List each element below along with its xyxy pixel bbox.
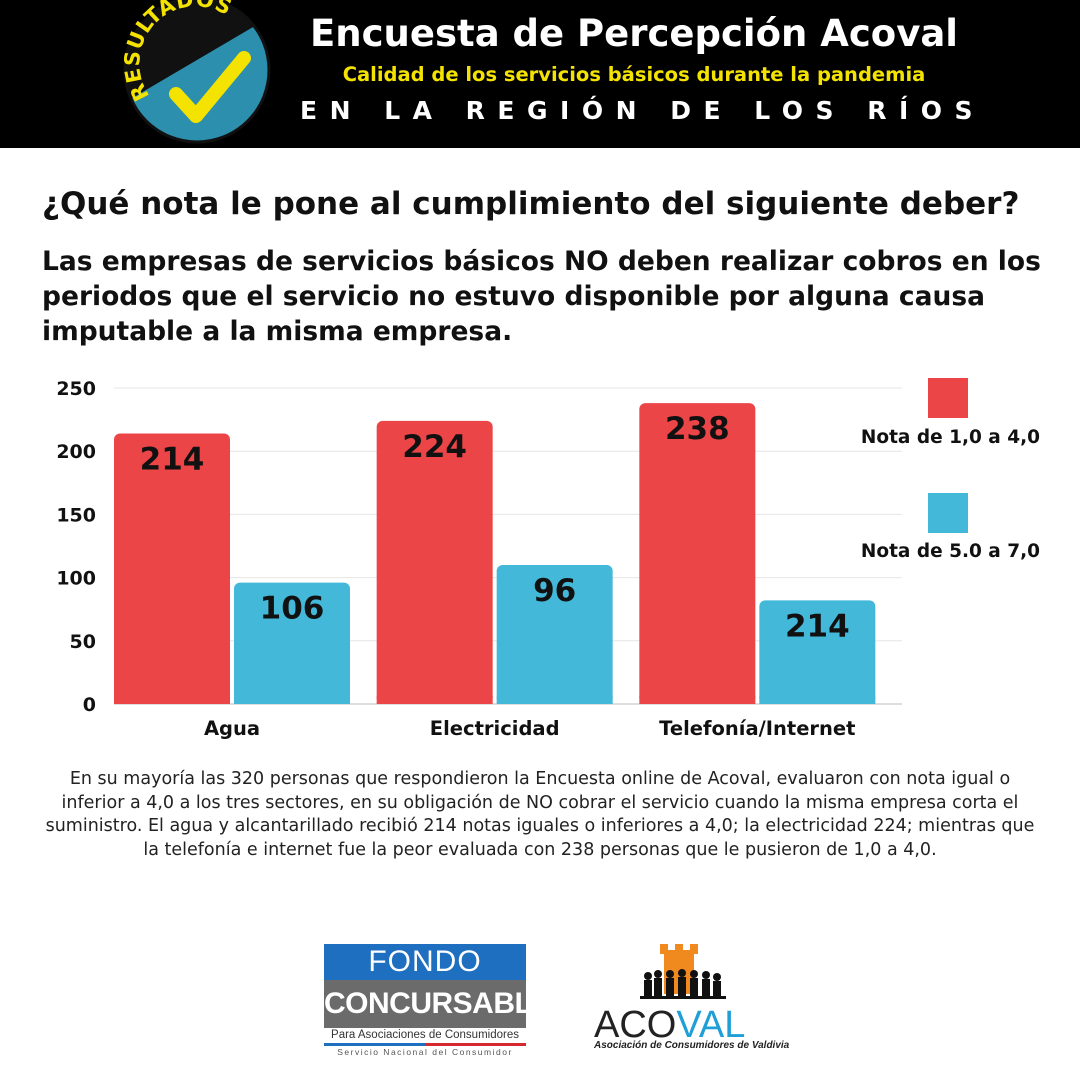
data-label: 214 — [785, 608, 850, 644]
y-tick-label: 200 — [56, 441, 96, 463]
data-label: 224 — [402, 429, 467, 465]
y-tick-label: 50 — [70, 631, 96, 653]
header-subtitle: Calidad de los servicios básicos durante… — [342, 63, 926, 86]
bar-chart: 0 50 100 150 200 250 214 106 Agua 224 96 Electricid… — [56, 378, 1040, 740]
bar-base — [639, 696, 756, 704]
bar — [114, 433, 230, 704]
bar-base — [376, 696, 493, 704]
data-label: 106 — [260, 591, 325, 627]
fondo-divider — [324, 1043, 526, 1046]
category-label: Electricidad — [430, 717, 560, 740]
bar-base — [759, 696, 876, 704]
bar — [759, 600, 876, 704]
statement-text: Las empresas de servicios básicos NO deb… — [42, 246, 1041, 347]
acoval-name: ACOVAL — [594, 1004, 746, 1046]
y-tick-label: 100 — [56, 568, 96, 590]
acoval-subtitle: Asociación de Consumidores de Valdivia — [594, 1040, 790, 1051]
bar-base — [114, 696, 230, 704]
bar — [496, 564, 613, 704]
legend-label: Nota de 5.0 a 7,0 — [861, 541, 1040, 562]
fondo-line1: FONDO — [324, 944, 526, 980]
bar — [234, 582, 350, 704]
fondo-line4: Servicio Nacional del Consumidor — [337, 1047, 513, 1057]
header-region: EN LA REGIÓN DE LOS RÍOS — [300, 96, 986, 125]
footnote-text: En su mayoría las 320 personas que respo… — [45, 769, 1035, 860]
category-label: Telefonía/Internet — [659, 717, 855, 740]
y-tick-label: 0 — [83, 694, 96, 716]
acoval-tower-icon — [640, 944, 726, 999]
legend-swatch — [928, 378, 968, 418]
legend-label: Nota de 1,0 a 4,0 — [861, 427, 1040, 448]
data-label: 238 — [665, 411, 730, 447]
legend-swatch — [928, 493, 968, 533]
bar-base — [234, 696, 350, 704]
bar-base — [496, 696, 613, 704]
fondo-concursable-logo: FONDO CONCURSABLE Para Asociaciones de C… — [324, 944, 552, 1057]
fondo-line3: Para Asociaciones de Consumidores — [331, 1029, 519, 1041]
header-title: Encuesta de Percepción Acoval — [310, 12, 958, 55]
fondo-line2: CONCURSABLE — [324, 980, 552, 1028]
data-label: 214 — [140, 442, 205, 478]
resultados-badge: RESULTADOS — [120, 0, 271, 144]
acoval-logo: ACOVAL Asociación de Consumidores de Val… — [590, 940, 789, 1060]
checkmark-icon — [169, 51, 251, 123]
bar — [376, 420, 493, 704]
header-banner: RESULTADOS Encuesta de Percepción Acoval… — [0, 0, 1080, 148]
data-label: 96 — [533, 573, 576, 609]
question-text: ¿Qué nota le pone al cumplimiento del si… — [42, 186, 1020, 222]
y-tick-label: 250 — [56, 378, 96, 400]
bar — [639, 403, 756, 704]
y-tick-label: 150 — [56, 504, 96, 526]
category-label: Agua — [204, 717, 260, 740]
